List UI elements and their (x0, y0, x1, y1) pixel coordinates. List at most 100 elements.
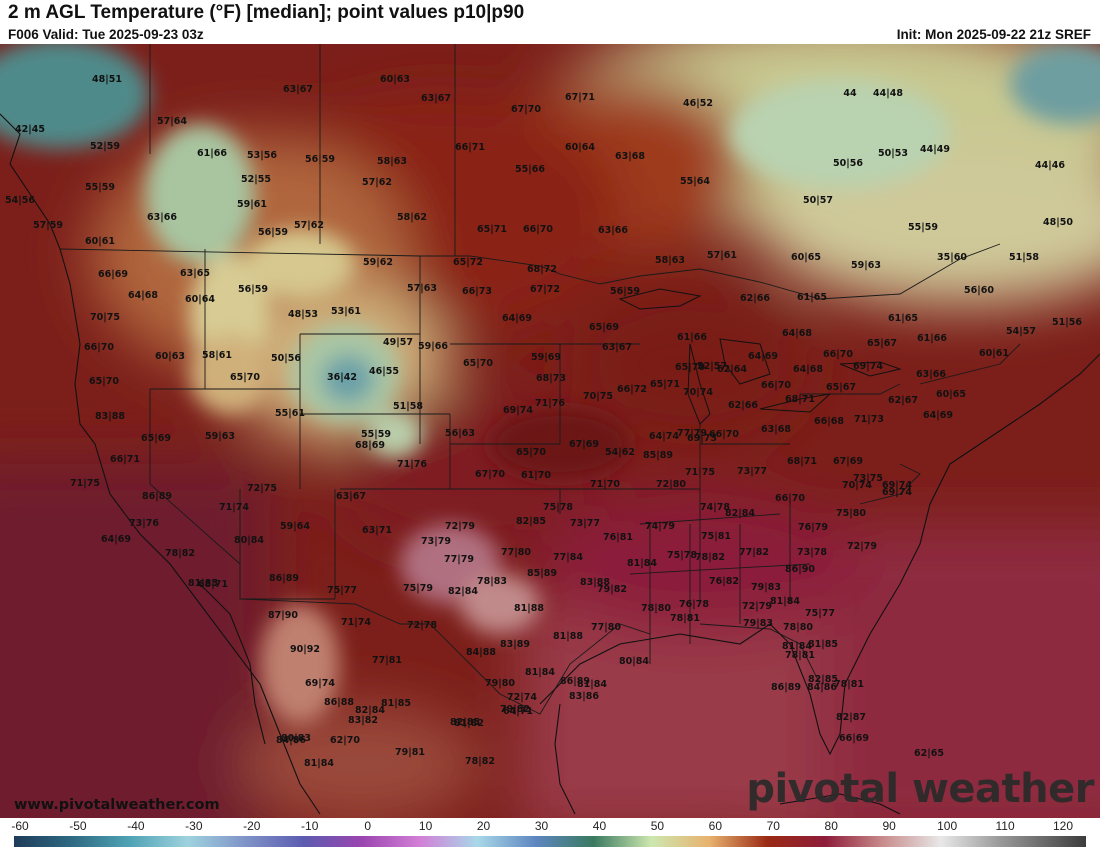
point-value-label: 48|50 (1043, 217, 1073, 228)
colorbar-tick-label: 40 (592, 819, 607, 833)
point-value-label: 71|75 (685, 467, 715, 478)
point-value-label: 81|84 (525, 667, 555, 678)
coastlines (0, 113, 1100, 815)
point-value-label: 63|66 (598, 225, 628, 236)
colorbar-tick-label: -40 (127, 819, 145, 833)
point-value-label: 81|84 (577, 679, 607, 690)
colorbar-tick-label: 90 (882, 819, 896, 833)
point-value-label: 65|71 (650, 379, 680, 390)
point-value-label: 86|88 (324, 697, 354, 708)
point-value-label: 63|67 (336, 491, 366, 502)
init-time: Init: Mon 2025-09-22 21z SREF (896, 27, 1091, 42)
point-value-label: 44|49 (920, 144, 950, 155)
point-value-label: 65|70 (516, 447, 546, 458)
point-value-label: 73|77 (570, 518, 600, 529)
point-value-label: 72|78 (407, 620, 437, 631)
colorbar-tick-label: -30 (185, 819, 203, 833)
point-value-label: 69|74 (853, 361, 883, 372)
point-value-label: 65|70 (675, 362, 705, 373)
point-value-label: 63|71 (362, 525, 392, 536)
point-value-label: 65|70 (230, 372, 260, 383)
point-value-label: 67|69 (833, 456, 863, 467)
point-value-label: 55|61 (275, 408, 305, 419)
point-value-label: 69|74 (882, 480, 912, 491)
point-value-label: 78|82 (465, 756, 495, 767)
great-lakes (618, 288, 902, 425)
point-value-label: 55|59 (85, 182, 115, 193)
point-value-label: 82|87 (836, 712, 866, 723)
point-value-label: 44|48 (873, 88, 903, 99)
point-value-label: 78|82 (165, 548, 195, 559)
point-value-label: 50|56 (271, 353, 301, 364)
point-value-label: 73|76 (129, 518, 159, 529)
point-value-label: 64|71 (503, 706, 533, 717)
point-value-label: 64|68 (128, 290, 158, 301)
point-value-label: 78|80 (641, 603, 671, 614)
point-value-label: 59|63 (851, 260, 881, 271)
point-value-label: 52|57 (697, 361, 727, 372)
point-value-label: 75|79 (403, 583, 433, 594)
point-value-label: 81|84 (770, 596, 800, 607)
point-value-label: 56|59 (238, 284, 268, 295)
point-value-label: 57|62 (362, 177, 392, 188)
point-value-label: 64|69 (923, 410, 953, 421)
point-value-label: 69|74 (503, 405, 533, 416)
point-value-label: 77|80 (591, 622, 621, 633)
temperature-map[interactable]: 48|51 63|67 60|63 63|67 67|71 46|52 44 44|48 42|… (0, 44, 1100, 818)
colorbar-tick-label: 60 (708, 819, 723, 833)
point-value-label: 59|63 (205, 431, 235, 442)
point-value-label: 80|84 (619, 656, 649, 667)
point-value-label: 56|63 (445, 428, 475, 439)
point-value-label: 61|66 (677, 332, 707, 343)
point-value-label: 85|89 (643, 450, 673, 461)
point-value-label: 58|63 (377, 156, 407, 167)
point-value-label: 63|67 (283, 84, 313, 95)
point-value-label: 66|70 (709, 429, 739, 440)
point-value-label: 78|83 (477, 576, 507, 587)
point-value-label: 80|84 (234, 535, 264, 546)
point-value-label: 72|80 (656, 479, 686, 490)
point-value-label: 48|51 (92, 74, 122, 85)
website-url[interactable]: www.pivotalweather.com (14, 797, 220, 813)
point-value-label: 61|65 (888, 313, 918, 324)
point-value-label: 57|63 (407, 283, 437, 294)
point-value-label: 42|45 (15, 124, 45, 135)
point-value-label: 63|66 (916, 369, 946, 380)
map-header: 2 m AGL Temperature (°F) [median]; point… (0, 0, 1100, 44)
point-value-label: 62|70 (330, 735, 360, 746)
point-value-label: 35|60 (937, 252, 967, 263)
point-value-label: 81|84 (627, 558, 657, 569)
point-value-label: 60|65 (791, 252, 821, 263)
point-value-label: 67|70 (511, 104, 541, 115)
point-value-label: 81|85 (381, 698, 411, 709)
point-value-label: 67|69 (569, 439, 599, 450)
point-value-label: 86|89 (142, 491, 172, 502)
point-value-label: 68|71 (787, 456, 817, 467)
point-value-label: 50|57 (803, 195, 833, 206)
point-value-label: 85|89 (527, 568, 557, 579)
point-value-label: 59|62 (363, 257, 393, 268)
point-value-label: 58|63 (655, 255, 685, 266)
point-value-label: 64|69 (101, 534, 131, 545)
colorbar-tick-label: 50 (650, 819, 665, 833)
colorbar-tick-label: -50 (69, 819, 87, 833)
point-value-label: 79|83 (743, 618, 773, 629)
point-value-label: 49|57 (383, 337, 413, 348)
point-value-label: 62|66 (728, 400, 758, 411)
point-value-label: 71|70 (590, 479, 620, 490)
point-value-label: 59|61 (237, 199, 267, 210)
point-value-label: 83|89 (500, 639, 530, 650)
point-value-label: 81|82 (454, 718, 484, 729)
point-value-label: 53|61 (331, 306, 361, 317)
point-value-label: 57|64 (157, 116, 187, 127)
point-value-label: 44 (843, 88, 857, 99)
point-value-label: 66|68 (814, 416, 844, 427)
point-value-label: 59|64 (280, 521, 310, 532)
point-value-label: 81|85 (188, 578, 218, 589)
point-value-label: 77|79 (677, 428, 707, 439)
colorbar-tick-label: 70 (766, 819, 780, 833)
point-value-label: 54|56 (5, 195, 35, 206)
point-value-label: 77|81 (372, 655, 402, 666)
point-value-label: 76|79 (798, 522, 828, 533)
point-value-label: 66|71 (455, 142, 485, 153)
